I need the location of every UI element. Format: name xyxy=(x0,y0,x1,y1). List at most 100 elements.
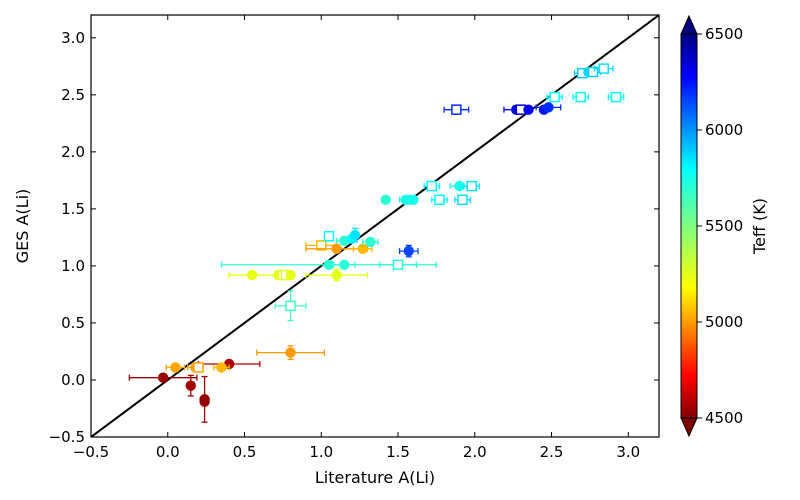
colorbar-extend-bottom xyxy=(680,417,698,438)
data-point xyxy=(454,194,471,206)
circle-marker xyxy=(523,104,534,115)
data-point xyxy=(213,362,230,373)
one-to-one-line-path xyxy=(91,15,659,437)
data-point xyxy=(352,243,373,255)
x-tick-label: 3.0 xyxy=(616,443,640,461)
circle-marker xyxy=(170,362,181,373)
data-point xyxy=(165,362,186,373)
data-point xyxy=(378,259,418,271)
data-point xyxy=(523,104,534,115)
x-tick-label: 2.0 xyxy=(463,443,487,461)
data-point xyxy=(228,269,276,281)
x-tick-label: 1.0 xyxy=(309,443,333,461)
x-axis-label: Literature A(Li) xyxy=(315,468,435,487)
data-point xyxy=(431,194,448,206)
data-point xyxy=(593,63,614,74)
square-marker xyxy=(457,194,468,206)
y-tick-label: 1.0 xyxy=(61,257,85,275)
data-point xyxy=(305,268,368,282)
square-marker xyxy=(323,231,335,242)
square-marker xyxy=(598,63,609,74)
data-point xyxy=(193,362,204,373)
colorbar-extend-top xyxy=(680,14,698,35)
data-point xyxy=(546,91,563,103)
y-tick-label: 0.5 xyxy=(61,314,85,332)
data-point xyxy=(607,91,625,103)
circle-marker xyxy=(454,180,465,192)
data-point xyxy=(423,180,441,192)
data-point xyxy=(535,102,562,113)
y-axis-ticks: −0.5 0.0 0.5 1.0 1.5 2.0 2.5 3.0 xyxy=(49,29,659,446)
data-point xyxy=(408,194,419,205)
circle-marker xyxy=(380,194,391,205)
square-marker xyxy=(392,259,404,271)
one-to-one-line xyxy=(91,15,659,437)
data-point xyxy=(349,227,361,243)
circle-marker xyxy=(199,396,210,407)
square-marker xyxy=(316,240,327,251)
circle-marker xyxy=(403,245,414,257)
y-tick-label: 2.5 xyxy=(61,86,85,104)
y-tick-label: 3.0 xyxy=(61,29,85,47)
square-marker xyxy=(426,180,438,192)
colorbar-gradient xyxy=(680,33,698,419)
colorbar-tick-label: 5500 xyxy=(705,217,743,235)
y-tick-label: 1.5 xyxy=(61,200,85,218)
circle-marker xyxy=(331,243,342,255)
circle-marker xyxy=(185,380,196,391)
data-point xyxy=(463,180,481,192)
square-marker xyxy=(434,194,445,206)
circle-marker xyxy=(543,102,554,113)
circle-marker xyxy=(365,236,376,248)
y-tick-label: 2.0 xyxy=(61,143,85,161)
colorbar: 4500 5000 5500 6000 6500 Teff (K) xyxy=(680,14,769,438)
x-tick-label: 2.5 xyxy=(540,443,564,461)
data-point xyxy=(332,259,356,270)
square-marker xyxy=(587,66,599,78)
x-axis-ticks: −0.5 0.0 0.5 1.0 1.5 2.0 2.5 3.0 xyxy=(73,15,640,461)
circle-marker xyxy=(285,269,296,281)
y-tick-label: −0.5 xyxy=(49,428,85,446)
circle-marker xyxy=(246,269,258,281)
colorbar-tick-label: 4500 xyxy=(705,409,743,427)
data-point xyxy=(274,290,307,322)
circle-marker xyxy=(339,259,350,270)
circle-marker xyxy=(349,229,361,241)
circle-marker xyxy=(357,243,368,255)
square-marker xyxy=(466,180,477,192)
data-point xyxy=(323,231,335,242)
data-point xyxy=(199,396,210,407)
data-point xyxy=(362,236,379,248)
square-marker xyxy=(575,91,586,103)
colorbar-tick-label: 5000 xyxy=(705,313,743,331)
square-marker xyxy=(193,362,204,373)
data-point xyxy=(443,104,470,115)
x-tick-label: 0.5 xyxy=(233,443,257,461)
data-point xyxy=(380,194,391,205)
data-point xyxy=(398,244,419,258)
y-tick-label: 0.0 xyxy=(61,371,85,389)
square-marker xyxy=(285,300,296,312)
circle-marker xyxy=(323,259,335,270)
data-point xyxy=(572,91,590,103)
y-axis-label: GES A(Li) xyxy=(13,189,32,264)
square-marker xyxy=(610,91,622,103)
circle-marker xyxy=(216,362,227,373)
circle-marker xyxy=(408,194,419,205)
plot-frame xyxy=(90,14,660,438)
data-point xyxy=(285,269,296,281)
colorbar-tick-label: 6500 xyxy=(705,25,743,43)
square-marker xyxy=(549,91,560,103)
circle-marker xyxy=(157,372,169,383)
x-tick-label: 1.5 xyxy=(386,443,410,461)
circle-marker xyxy=(331,269,342,281)
data-point xyxy=(128,372,198,383)
square-marker xyxy=(451,104,462,115)
colorbar-ticks: 4500 5000 5500 6000 6500 xyxy=(697,25,743,427)
data-points xyxy=(128,63,625,423)
x-tick-label: 0.0 xyxy=(156,443,180,461)
x-tick-label: −0.5 xyxy=(73,443,109,461)
colorbar-tick-label: 6000 xyxy=(705,121,743,139)
colorbar-label: Teff (K) xyxy=(750,198,769,255)
